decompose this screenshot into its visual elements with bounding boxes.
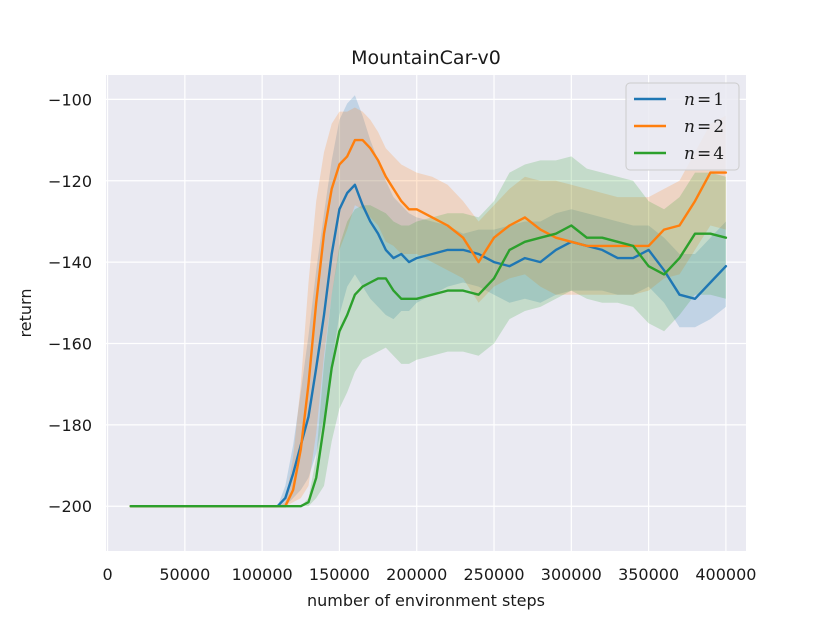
x-axis-label: number of environment steps bbox=[307, 591, 545, 610]
x-tick-label: 50000 bbox=[159, 565, 210, 584]
series-band-2 bbox=[130, 107, 726, 507]
series-line-2 bbox=[129, 138, 728, 508]
y-tick-labels: −200 −180 −160 −140 −120 −100 bbox=[48, 90, 92, 516]
x-tick-label: 150000 bbox=[309, 565, 370, 584]
x-tick-label: 250000 bbox=[463, 565, 524, 584]
legend-label-1: n = 1 bbox=[684, 90, 724, 110]
x-tick-label: 0 bbox=[102, 565, 112, 584]
legend-label-3: n = 4 bbox=[684, 144, 724, 164]
legend-label-2: n = 2 bbox=[684, 117, 724, 137]
y-axis-label: return bbox=[16, 289, 35, 338]
y-tick-label: −100 bbox=[48, 90, 92, 109]
legend: n = 1 n = 2 n = 4 bbox=[625, 82, 740, 171]
y-tick-label: −200 bbox=[48, 497, 92, 516]
chart-title: MountainCar-v0 bbox=[351, 47, 501, 69]
series-line-1 bbox=[129, 183, 728, 508]
y-tick-label: −120 bbox=[48, 172, 92, 191]
x-tick-label: 100000 bbox=[232, 565, 293, 584]
y-tick-label: −140 bbox=[48, 253, 92, 272]
series-line-3 bbox=[129, 224, 728, 508]
legend-box bbox=[625, 82, 740, 171]
series-lines bbox=[129, 138, 728, 508]
x-tick-label: 400000 bbox=[695, 565, 756, 584]
x-tick-labels: 0 50000 100000 150000 200000 250000 300000 3500… bbox=[102, 565, 756, 584]
x-tick-label: 300000 bbox=[541, 565, 602, 584]
y-tick-label: −160 bbox=[48, 335, 92, 354]
y-tick-label: −180 bbox=[48, 416, 92, 435]
x-tick-label: 350000 bbox=[618, 565, 679, 584]
x-tick-label: 200000 bbox=[386, 565, 447, 584]
